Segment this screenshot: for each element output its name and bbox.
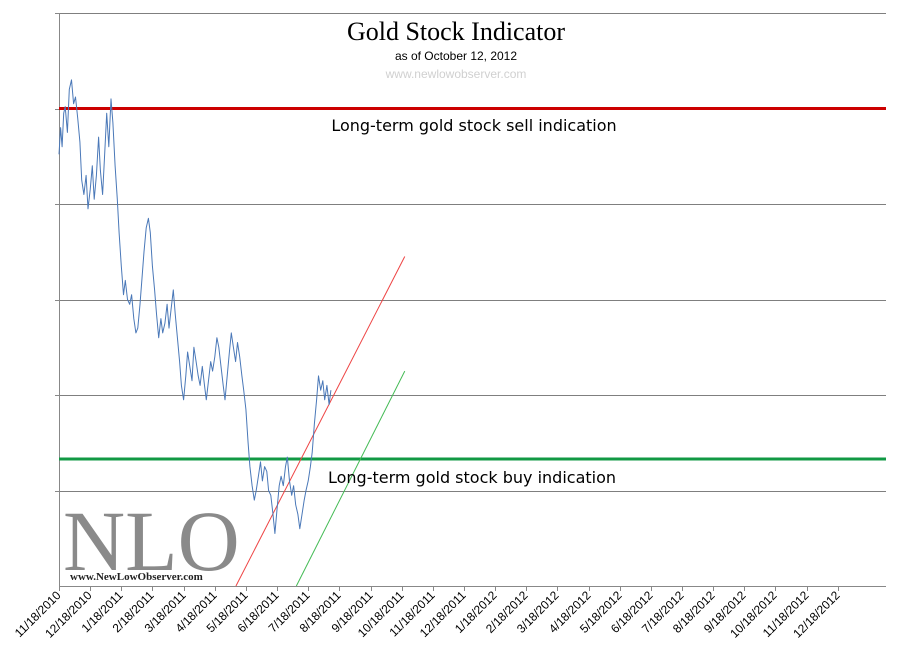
sell-indication-label: Long-term gold stock sell indication (331, 116, 616, 135)
source-watermark: www.newlowobserver.com (385, 67, 527, 81)
nlo-logo-url: www.NewLowObserver.com (70, 571, 203, 583)
trend-line-lower (295, 370, 406, 587)
chart-subtitle: as of October 12, 2012 (395, 49, 517, 63)
trend-line-upper (235, 256, 406, 587)
series-group (58, 79, 332, 534)
nlo-logo: NLO (63, 493, 240, 589)
gridlines (55, 13, 886, 492)
buy-indication-label: Long-term gold stock buy indication (328, 468, 616, 487)
chart-title: Gold Stock Indicator (347, 17, 565, 46)
trend-channel (235, 256, 406, 587)
indication-levels (59, 107, 886, 461)
gold-indicator-series-line (58, 79, 332, 534)
x-axis-ticks: 11/18/201012/18/20101/18/20112/18/20113/… (12, 586, 843, 641)
